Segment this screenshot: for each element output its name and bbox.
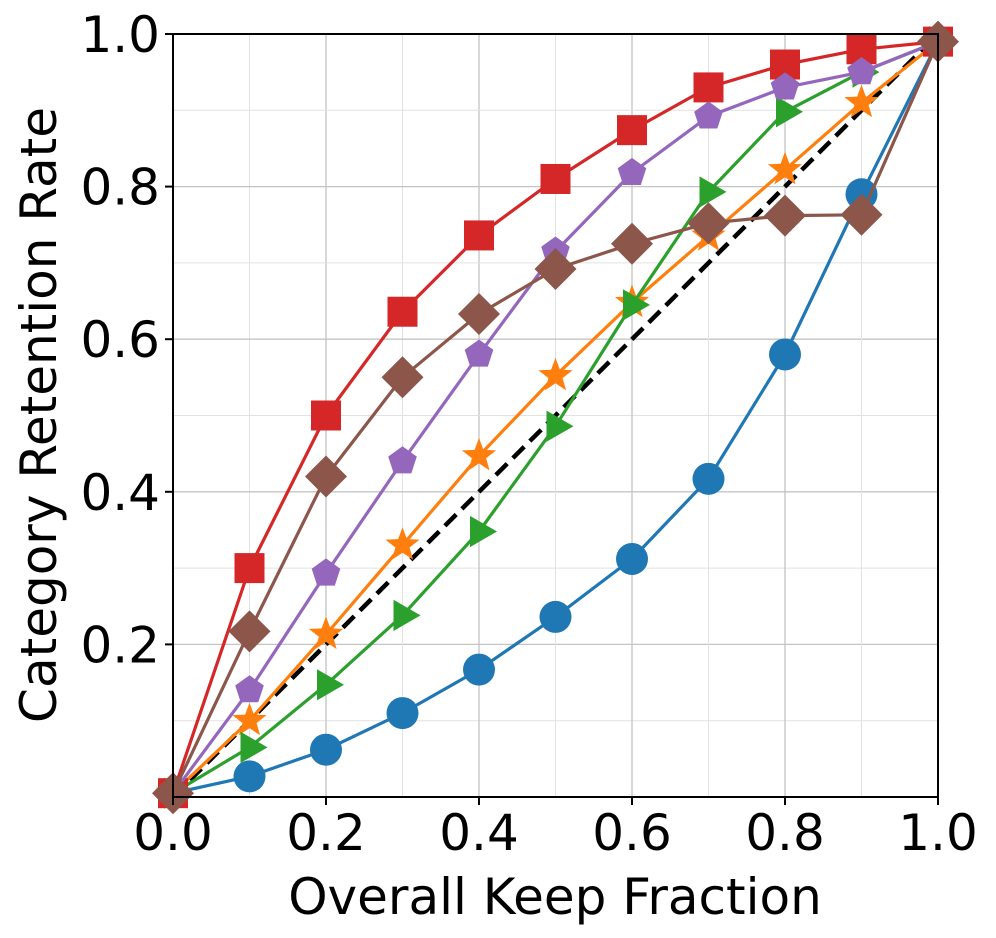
data-point-diamond (764, 194, 806, 237)
data-point-pentagon (694, 101, 723, 129)
data-point-star (308, 616, 344, 649)
data-point-diamond (534, 248, 577, 290)
data-point-square (234, 553, 265, 584)
data-point-pentagon (235, 675, 264, 703)
reference-line (171, 32, 940, 799)
data-point-star (232, 702, 267, 736)
x-tick-label: 0.6 (592, 804, 672, 862)
data-point-square (464, 220, 494, 251)
data-point-triangle (699, 176, 727, 208)
x-tick-label: 0.4 (439, 804, 519, 862)
y-tick-label: 0.8 (80, 159, 160, 217)
data-point-pentagon (388, 446, 417, 474)
y-tick-label: 1.0 (80, 6, 160, 64)
data-point-star (385, 527, 420, 560)
y-ticks: 0.2 0.4 0.6 0.8 1.0 (80, 6, 173, 674)
data-point-square (617, 115, 647, 146)
data-point-diamond (840, 193, 883, 236)
series-group (152, 20, 959, 815)
data-point-pentagon (770, 72, 800, 100)
series-triangle-right (164, 26, 956, 809)
plot-frame (172, 33, 939, 798)
data-point-pentagon (617, 157, 647, 185)
data-point-triangle (470, 515, 497, 548)
data-point-circle (386, 697, 419, 730)
data-point-diamond (687, 202, 730, 245)
data-point-diamond (611, 222, 653, 265)
data-point-circle (616, 542, 648, 575)
data-point-square (693, 72, 724, 103)
data-point-diamond (458, 293, 500, 335)
data-point-triangle (776, 96, 803, 128)
data-point-pentagon (464, 339, 494, 367)
data-point-circle (769, 338, 801, 371)
data-point-diamond (228, 610, 271, 653)
data-point-star (844, 84, 879, 118)
data-point-circle (463, 653, 495, 686)
data-point-diamond (305, 455, 347, 498)
data-point-square (387, 296, 418, 327)
data-point-square (540, 163, 571, 194)
data-point-triangle (240, 731, 268, 763)
data-point-circle (310, 733, 342, 766)
y-tick-label: 0.6 (80, 311, 160, 369)
data-point-diamond (381, 356, 424, 399)
x-tick-label: 0.0 (133, 804, 213, 862)
data-point-star (767, 151, 803, 185)
y-tick-label: 0.4 (80, 464, 160, 522)
y-tick-label: 0.2 (80, 616, 160, 674)
x-ticks: 0.0 0.2 0.4 0.6 0.8 1.0 (133, 797, 978, 862)
data-point-star (538, 357, 573, 391)
x-tick-label: 0.8 (745, 804, 825, 862)
data-point-triangle (317, 669, 344, 701)
x-axis-label: Overall Keep Fraction (288, 868, 822, 926)
data-point-circle (233, 760, 266, 793)
data-point-triangle (623, 289, 650, 321)
data-point-circle (692, 462, 725, 495)
x-tick-label: 1.0 (898, 804, 978, 862)
y-axis-label: Category Retention Rate (10, 107, 68, 723)
data-point-triangle (393, 599, 421, 631)
data-point-pentagon (311, 558, 341, 586)
reference-line-group (171, 32, 940, 799)
data-point-circle (539, 600, 572, 633)
data-point-square (311, 400, 341, 431)
data-point-triangle (546, 410, 574, 442)
data-point-pentagon (847, 57, 876, 85)
x-tick-label: 0.2 (286, 804, 366, 862)
series-pentagon (158, 26, 953, 806)
data-point-star (461, 437, 497, 471)
